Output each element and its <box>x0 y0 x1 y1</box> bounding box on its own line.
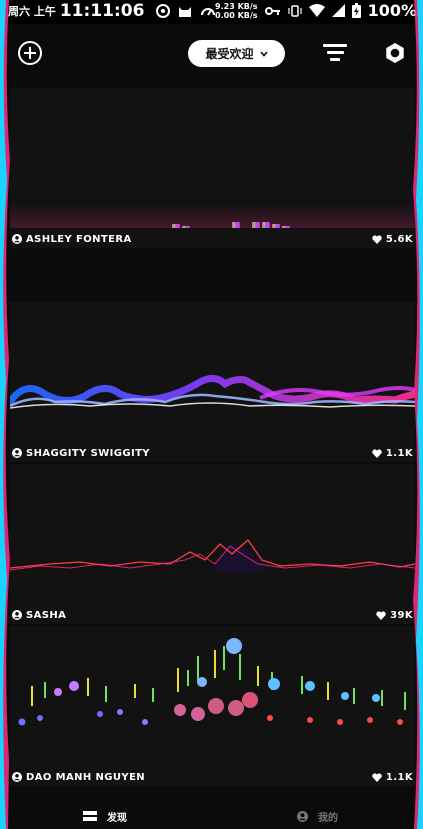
card-author[interactable]: ASHLEY FONTERA <box>26 233 132 245</box>
card-author[interactable]: DAO MANH NGUYEN <box>26 771 146 783</box>
status-time: 11:11:06 <box>59 1 145 21</box>
wave-visualizer <box>10 375 415 409</box>
sort-label: 最受欢迎 <box>205 47 254 61</box>
card-footer: DAO MANH NGUYEN 1.1K <box>10 768 415 786</box>
battery-percent: 100% <box>367 1 417 20</box>
card-likes: 39K <box>390 609 413 621</box>
user-icon <box>12 772 22 782</box>
nav-discover-label: 发现 <box>107 813 127 824</box>
signal-icon <box>331 4 345 17</box>
list-icon <box>83 811 97 821</box>
netease-music-icon <box>156 4 171 18</box>
status-date: 周六 上午 <box>8 5 56 18</box>
card-likes: 5.6K <box>385 233 413 245</box>
card-likes: 1.1K <box>385 771 413 783</box>
top-toolbar: 最受欢迎 <box>0 30 423 76</box>
heart-icon[interactable] <box>376 610 386 620</box>
key-icon <box>264 6 280 15</box>
user-icon <box>12 234 22 244</box>
status-bar: 周六 上午 11:11:06 9.23 KB/s 0.00 KB/s 100% <box>0 0 423 24</box>
speed-gauge-icon <box>201 8 216 16</box>
vibrate-icon <box>287 4 302 17</box>
user-icon <box>297 811 308 822</box>
chevron-down-icon <box>259 50 268 57</box>
cat-app-icon <box>179 7 192 17</box>
wifi-icon <box>308 4 325 17</box>
filter-icon[interactable] <box>323 44 347 62</box>
visualizer-card[interactable]: ASHLEY FONTERA 5.6K <box>10 88 415 248</box>
card-footer: SASHA 39K <box>10 606 415 624</box>
heart-icon[interactable] <box>372 772 382 782</box>
nav-mine[interactable]: 我的 <box>297 809 338 824</box>
user-icon <box>12 610 22 620</box>
card-footer: SHAGGITY SWIGGITY 1.1K <box>10 444 415 462</box>
network-speed: 9.23 KB/s 0.00 KB/s <box>215 2 258 20</box>
card-author[interactable]: SASHA <box>26 609 67 621</box>
heart-icon[interactable] <box>372 448 382 458</box>
network-up-speed: 9.23 KB/s <box>215 1 258 11</box>
heart-icon[interactable] <box>372 234 382 244</box>
settings-gear-icon[interactable] <box>384 42 406 64</box>
card-likes: 1.1K <box>385 447 413 459</box>
card-author[interactable]: SHAGGITY SWIGGITY <box>26 447 150 459</box>
line-visualizer <box>10 539 415 572</box>
visualizer-card[interactable]: SHAGGITY SWIGGITY 1.1K <box>10 302 415 462</box>
particle-visualizer <box>18 638 406 726</box>
add-button[interactable] <box>18 41 42 65</box>
visualizer-card[interactable]: SASHA 39K <box>10 464 415 624</box>
battery-charging-icon <box>351 3 361 18</box>
bottom-nav: 发现 我的 <box>0 805 423 829</box>
sort-dropdown[interactable]: 最受欢迎 <box>188 40 285 67</box>
visualizer-card[interactable]: DAO MANH NGUYEN 1.1K <box>10 626 415 786</box>
card-footer: ASHLEY FONTERA 5.6K <box>10 230 415 248</box>
network-down-speed: 0.00 KB/s <box>215 10 258 20</box>
nav-mine-label: 我的 <box>318 813 338 824</box>
nav-discover[interactable]: 发现 <box>83 809 127 824</box>
user-icon <box>12 448 22 458</box>
equalizer-visualizer <box>10 203 415 228</box>
